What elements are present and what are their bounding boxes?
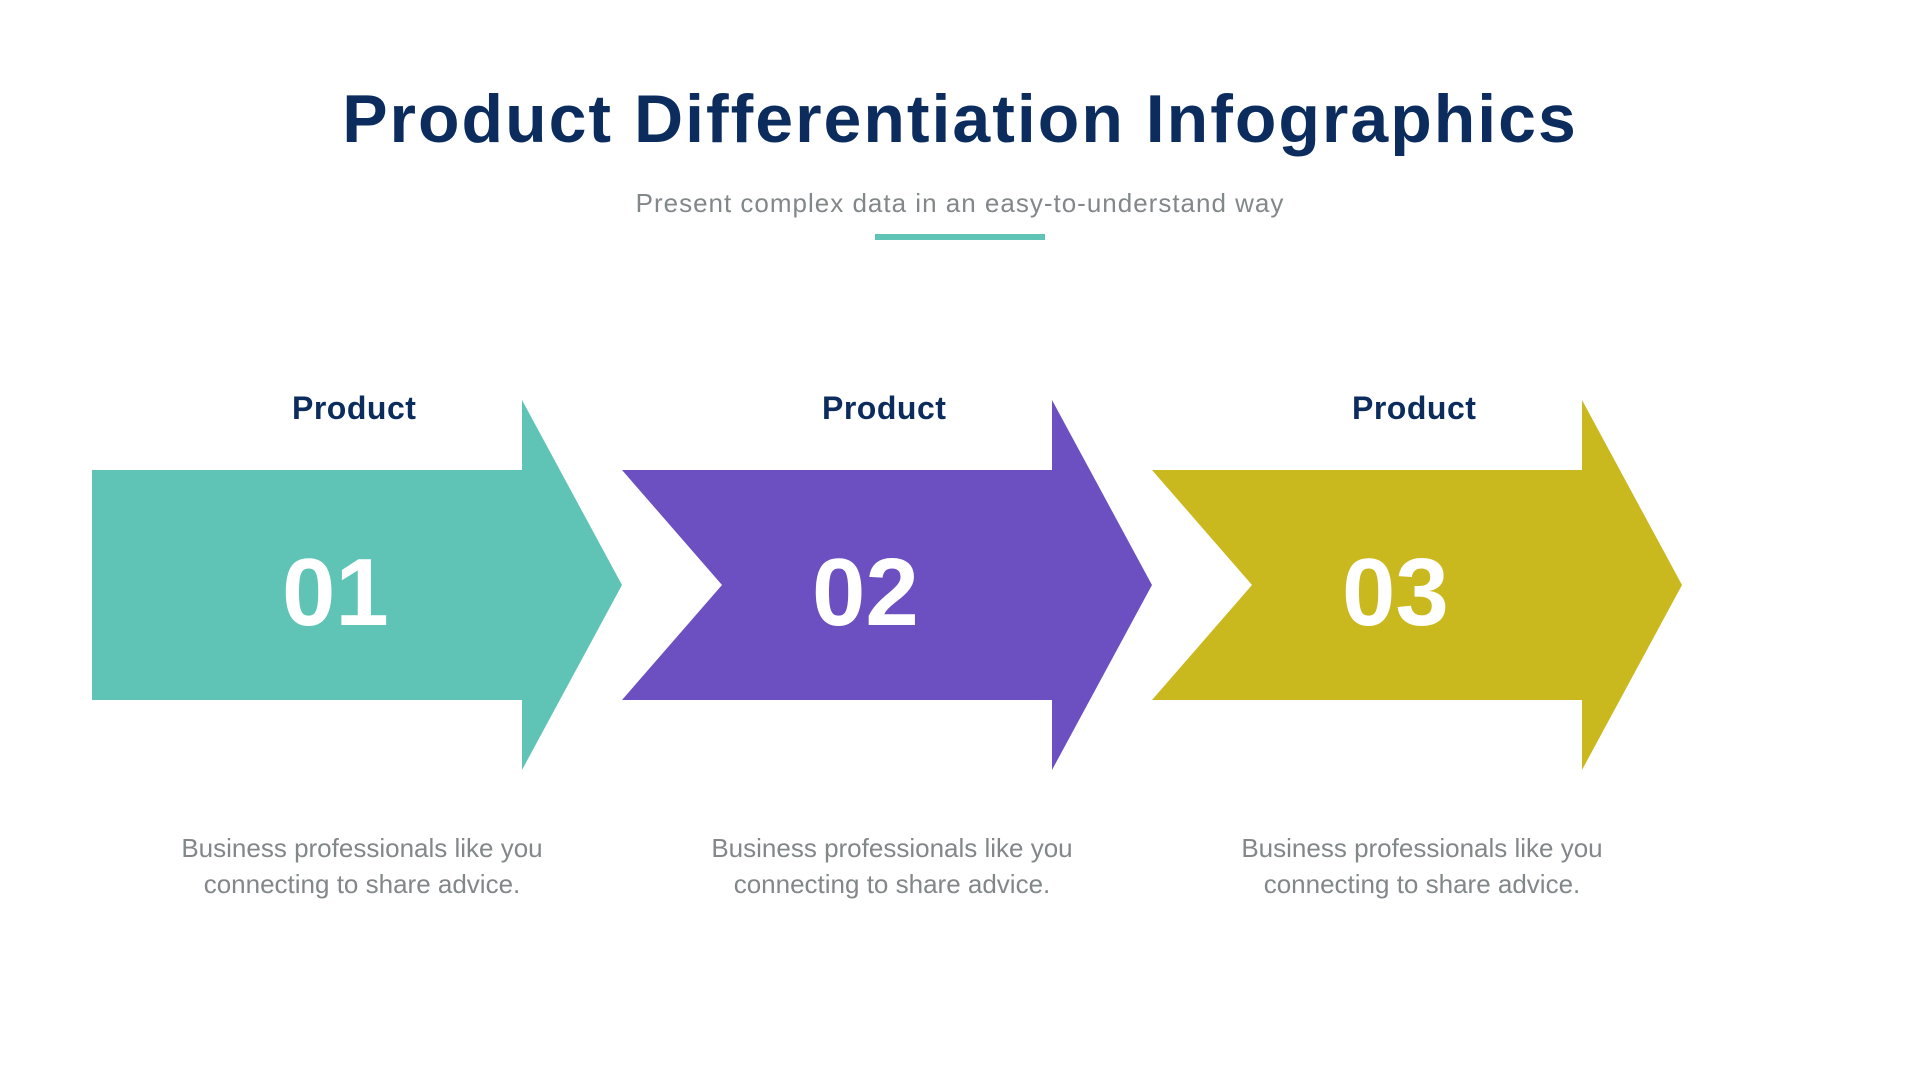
- step-label-2: Product: [822, 390, 946, 427]
- step-body-2: Business professionals like you connecti…: [682, 830, 1102, 903]
- step-number-3: 03: [1342, 545, 1449, 641]
- page-title: Product Differentiation Infographics: [0, 80, 1920, 158]
- step-label-1: Product: [292, 390, 416, 427]
- page-subtitle: Present complex data in an easy-to-under…: [0, 188, 1920, 219]
- step-body-1: Business professionals like you connecti…: [152, 830, 572, 903]
- step-number-1: 01: [282, 545, 389, 641]
- accent-divider: [875, 234, 1045, 240]
- step-number-2: 02: [812, 545, 919, 641]
- step-label-3: Product: [1352, 390, 1476, 427]
- slide-canvas: Product Differentiation Infographics Pre…: [0, 0, 1920, 1080]
- arrow-infographic: Product01Business professionals like you…: [92, 380, 1828, 760]
- step-body-3: Business professionals like you connecti…: [1212, 830, 1632, 903]
